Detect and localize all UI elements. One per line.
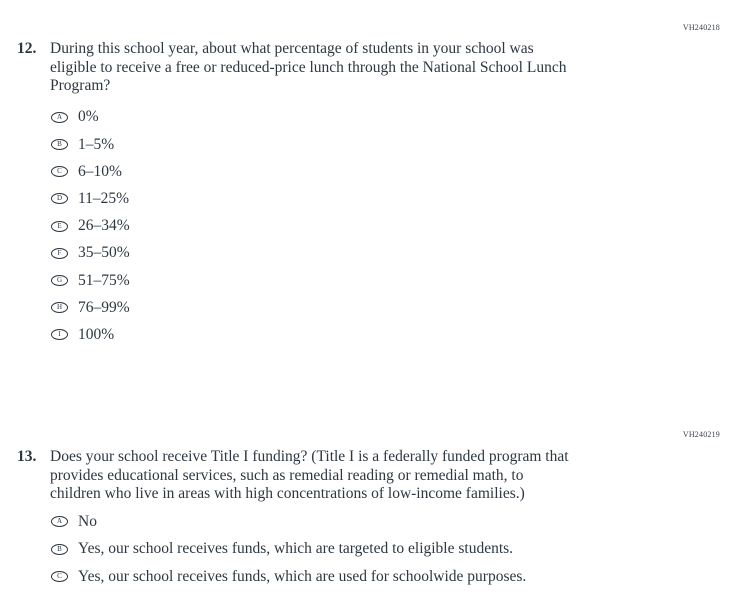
- answer-bubble-icon[interactable]: B: [51, 139, 68, 151]
- answer-bubble-icon[interactable]: A: [51, 111, 68, 123]
- answer-option[interactable]: A No: [17, 508, 569, 536]
- answer-bubble-icon[interactable]: B: [51, 543, 68, 555]
- question-13-number: 13.: [17, 448, 37, 465]
- answer-option[interactable]: C Yes, our school receives funds, which …: [17, 563, 569, 591]
- question-13-line-1: Does your school receive Title I funding…: [50, 448, 569, 465]
- bubble-letter: E: [57, 221, 62, 230]
- bubble-letter: I: [58, 330, 61, 339]
- answer-bubble-icon[interactable]: H: [51, 302, 68, 314]
- bubble-letter: G: [56, 276, 63, 284]
- question-13: 13. Does your school receive Title I fun…: [17, 448, 569, 590]
- answer-bubble-icon[interactable]: C: [51, 571, 68, 583]
- question-13-header: 13. Does your school receive Title I fun…: [17, 448, 569, 504]
- question-13-options: A No B Yes, our school receives funds, w…: [17, 508, 569, 591]
- answer-bubble-icon[interactable]: E: [51, 220, 68, 232]
- answer-option-label: 26–34%: [78, 217, 130, 235]
- bubble-letter: A: [56, 517, 63, 526]
- bubble-letter: C: [57, 167, 62, 176]
- answer-option[interactable]: I 100%: [17, 321, 566, 348]
- question-12-line-2: eligible to receive a free or reduced-pr…: [50, 58, 567, 76]
- answer-option[interactable]: C 6–10%: [17, 158, 566, 185]
- answer-bubble-icon[interactable]: D: [51, 193, 68, 205]
- question-12-number: 12.: [17, 40, 37, 57]
- answer-option-label: No: [78, 512, 97, 530]
- answer-option-label: 100%: [78, 325, 115, 343]
- answer-option[interactable]: B Yes, our school receives funds, which …: [17, 535, 569, 563]
- bubble-letter: B: [57, 140, 62, 149]
- question-13-text: Does your school receive Title I funding…: [50, 448, 569, 504]
- answer-bubble-icon[interactable]: F: [51, 247, 68, 259]
- question-12-header: 12. During this school year, about what …: [17, 40, 566, 96]
- bubble-letter: C: [57, 572, 62, 581]
- answer-option[interactable]: E 26–34%: [17, 213, 566, 240]
- answer-option-label: 1–5%: [78, 135, 115, 153]
- question-12-options: A 0% B 1–5% C 6–10% D 11–25% E 26–34% F …: [17, 104, 566, 349]
- answer-option[interactable]: F 35–50%: [17, 240, 566, 267]
- answer-option-label: 35–50%: [78, 244, 130, 262]
- question-12-text: During this school year, about what perc…: [50, 40, 566, 96]
- bubble-letter: A: [56, 112, 63, 121]
- answer-option[interactable]: A 0%: [17, 104, 566, 131]
- question-12-line-3: Program?: [50, 77, 111, 95]
- answer-bubble-icon[interactable]: C: [51, 166, 68, 178]
- question-13-line-3: children who live in areas with high con…: [50, 485, 525, 503]
- answer-option-label: Yes, our school receives funds, which ar…: [78, 567, 527, 585]
- bubble-letter: B: [57, 544, 62, 553]
- bubble-letter: D: [56, 194, 63, 203]
- answer-option[interactable]: D 11–25%: [17, 185, 566, 212]
- answer-option-label: 51–75%: [78, 271, 130, 289]
- answer-bubble-icon[interactable]: A: [51, 516, 68, 528]
- question-13-code: VH240219: [682, 430, 720, 439]
- answer-bubble-icon[interactable]: G: [51, 275, 68, 286]
- question-12-code: VH240218: [682, 23, 720, 32]
- answer-option[interactable]: G 51–75%: [17, 267, 566, 294]
- answer-option-label: Yes, our school receives funds, which ar…: [78, 540, 514, 558]
- answer-bubble-icon[interactable]: I: [51, 329, 68, 341]
- answer-option-label: 76–99%: [78, 298, 130, 316]
- bubble-letter: F: [57, 248, 62, 257]
- question-13-line-2: provides educational services, such as r…: [50, 466, 524, 484]
- question-12-line-1: During this school year, about what perc…: [50, 40, 534, 57]
- answer-option-label: 0%: [78, 108, 99, 126]
- bubble-letter: H: [56, 303, 63, 312]
- answer-option-label: 11–25%: [78, 189, 130, 207]
- answer-option[interactable]: H 76–99%: [17, 294, 566, 321]
- question-12: 12. During this school year, about what …: [17, 40, 566, 348]
- answer-option-label: 6–10%: [78, 162, 122, 180]
- answer-option[interactable]: B 1–5%: [17, 131, 566, 158]
